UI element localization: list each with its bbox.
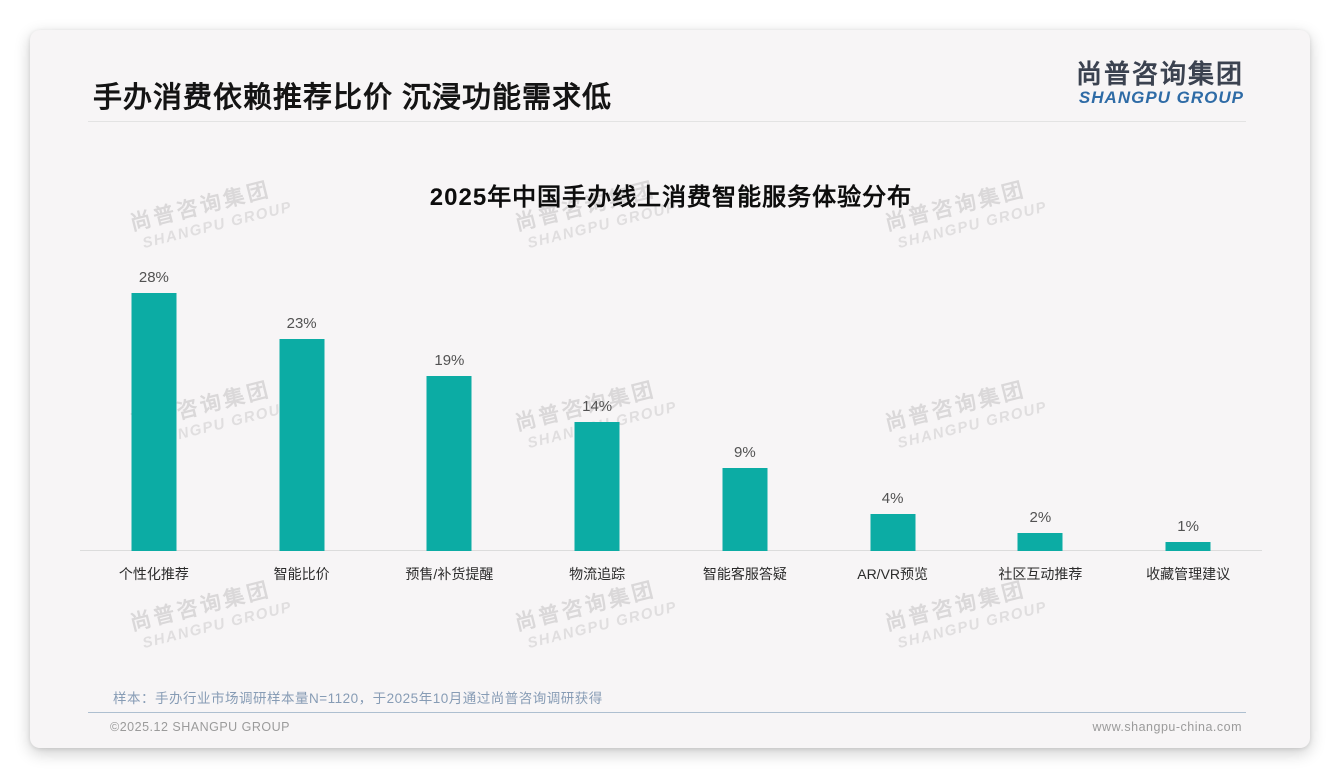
x-axis-label: 个性化推荐 [118,566,189,582]
bar-value-label: 23% [286,315,317,332]
chart-category-slot: 1% 收藏管理建议 [1114,263,1262,582]
bar-value-label: 9% [734,444,756,461]
chart-category-slot: 23% 智能比价 [228,263,376,582]
logo-text-en: SHANGPU GROUP [1078,88,1244,107]
x-axis-label: AR/VR预览 [857,566,929,582]
title-divider [88,121,1246,122]
x-axis-line [80,550,1262,551]
chart-category-slot: 14% 物流追踪 [523,263,671,582]
bar [722,468,768,551]
bar [426,376,472,551]
chart-category-slot: 19% 预售/补货提醒 [376,263,524,582]
x-axis-label: 预售/补货提醒 [405,566,494,582]
bar [574,422,620,551]
logo-text-cn: 尚普咨询集团 [1075,59,1244,89]
watermark-text-en: SHANGPU GROUP [895,598,1049,653]
chart-category-slot: 2% 社区互动推荐 [967,263,1115,582]
chart-category-slot: 4% AR/VR预览 [819,263,967,582]
bar-value-label: 19% [434,352,465,369]
bar [279,339,325,551]
x-axis-label: 社区互动推荐 [998,566,1083,582]
page-title: 手办消费依赖推荐比价 沉浸功能需求低 [93,82,613,114]
watermark-text-en: SHANGPU GROUP [140,598,294,653]
company-logo: 尚普咨询集团 SHANGPU GROUP [1076,60,1244,107]
bar [870,514,916,551]
x-axis-label: 智能比价 [273,566,330,582]
watermark-text-en: SHANGPU GROUP [525,598,679,653]
bar [1017,533,1063,551]
chart-category-slot: 9% 智能客服答疑 [671,263,819,582]
x-axis-label: 收藏管理建议 [1146,566,1231,582]
chart-title: 2025年中国手办线上消费智能服务体验分布 [429,184,913,211]
slide-card: 尚普咨询集团 SHANGPU GROUP 尚普咨询集团 SHANGPU GROUP 尚普… [30,30,1310,748]
bar-value-label: 4% [881,490,904,507]
chart-plot-area: 28% 个性化推荐 23% 智能比价 19% 预售/补货提醒 14% 物流追踪 9% 智能客服答疑… [80,263,1262,582]
footer: ©2025.12 SHANGPU GROUP www.shangpu-china… [110,720,1242,734]
bar-value-label: 28% [138,269,169,286]
bar [131,293,177,551]
website-link[interactable]: www.shangpu-china.com [1092,720,1242,734]
bar-value-label: 1% [1177,518,1199,535]
footer-divider [88,712,1246,713]
copyright-text: ©2025.12 SHANGPU GROUP [110,720,290,734]
chart-category-slot: 28% 个性化推荐 [80,263,228,582]
bar-value-label: 14% [582,398,613,415]
x-axis-label: 物流追踪 [569,566,626,582]
bar [1165,542,1211,551]
bar-value-label: 2% [1029,509,1052,526]
sample-note: 样本：手办行业市场调研样本量N=1120，于2025年10月通过尚普咨询调研获得 [113,691,603,706]
x-axis-label: 智能客服答疑 [702,566,787,582]
